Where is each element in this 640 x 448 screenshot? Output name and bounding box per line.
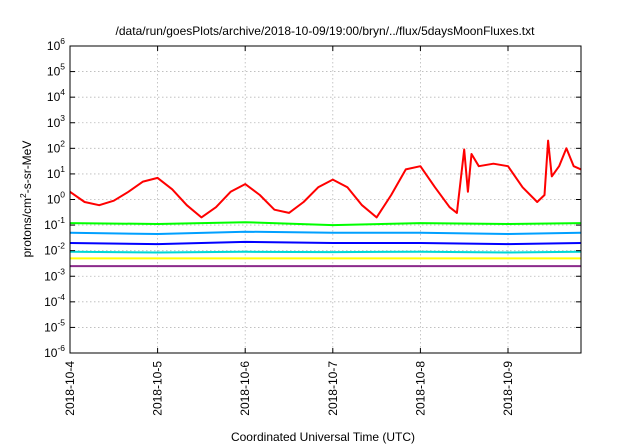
y-tick-exponent: -6	[57, 343, 65, 353]
y-tick-label: 10-2	[44, 241, 65, 258]
y-tick-base: 10	[47, 167, 61, 181]
series-line	[69, 250, 582, 254]
y-tick-base: 10	[44, 295, 58, 309]
y-tick-exponent: 4	[60, 87, 65, 97]
y-tick-base: 10	[44, 218, 58, 232]
y-tick-label: 100	[47, 190, 65, 207]
y-tick-exponent: -4	[57, 292, 65, 302]
y-tick-exponent: -5	[57, 317, 65, 327]
y-tick-base: 10	[47, 39, 61, 53]
series-layer	[69, 139, 582, 268]
y-tick-label: 10-4	[44, 292, 65, 309]
x-tick-label: 2018-10-6	[238, 361, 252, 416]
x-tick-label: 2018-10-8	[413, 361, 427, 416]
x-tick-label: 2018-10-4	[63, 361, 77, 416]
y-tick-base: 10	[44, 320, 58, 334]
y-tick-base: 10	[44, 244, 58, 258]
y-tick-base: 10	[44, 346, 58, 360]
series-line	[69, 139, 582, 219]
y-tick-label: 102	[47, 138, 65, 155]
y-tick-label: 104	[47, 87, 65, 104]
x-axis: 2018-10-4 2018-10-5 2018-10-6 2018-10-7 2018…	[63, 46, 515, 416]
y-axis-label-post: -s-sr-MeV	[20, 141, 34, 194]
y-axis-label: protons/cm2-s-sr-MeV	[18, 141, 34, 258]
series-line	[69, 240, 582, 246]
y-tick-exponent: 3	[60, 113, 65, 123]
chart-title: /data/run/goesPlots/archive/2018-10-09/1…	[116, 24, 536, 38]
y-tick-exponent: 2	[60, 138, 65, 148]
y-tick-base: 10	[47, 65, 61, 79]
y-tick-base: 10	[47, 116, 61, 130]
y-tick-label: 10-1	[44, 215, 65, 232]
series-line	[69, 221, 582, 227]
grid	[69, 46, 581, 353]
x-tick-label: 2018-10-5	[151, 361, 165, 416]
y-tick-exponent: 1	[60, 164, 65, 174]
y-tick-exponent: 0	[60, 190, 65, 200]
x-tick-label: 2018-10-7	[326, 361, 340, 416]
y-tick-exponent: 6	[60, 36, 65, 46]
y-tick-base: 10	[47, 141, 61, 155]
x-axis-label: Coordinated Universal Time (UTC)	[231, 430, 415, 444]
y-tick-label: 10-5	[44, 317, 65, 334]
y-tick-label: 103	[47, 113, 65, 130]
y-tick-base: 10	[47, 90, 61, 104]
y-tick-exponent: -2	[57, 241, 65, 251]
y-tick-base: 10	[47, 193, 61, 207]
y-tick-label: 106	[47, 36, 65, 53]
series-line	[69, 230, 582, 235]
y-tick-label: 101	[47, 164, 65, 181]
x-tick-label: 2018-10-9	[501, 361, 515, 416]
y-axis-label-pre: protons/cm	[20, 198, 34, 257]
y-tick-label: 105	[47, 62, 65, 79]
y-tick-exponent: 5	[60, 62, 65, 72]
y-axis: 10-610-510-410-310-210-11001011021031041…	[44, 36, 581, 360]
y-tick-base: 10	[44, 269, 58, 283]
y-tick-exponent: -3	[57, 266, 65, 276]
y-axis-label-sup: 2	[18, 193, 28, 198]
y-tick-label: 10-3	[44, 266, 65, 283]
y-tick-label: 10-6	[44, 343, 65, 360]
y-tick-exponent: -1	[57, 215, 65, 225]
